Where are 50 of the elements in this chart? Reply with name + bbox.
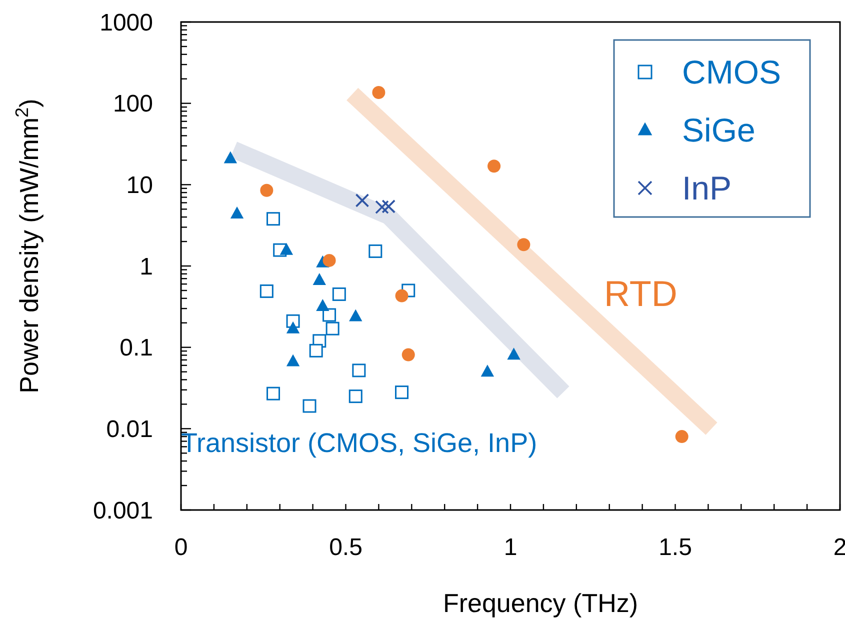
point	[316, 299, 330, 312]
legend-label: SiGe	[682, 112, 756, 149]
point	[372, 86, 386, 99]
point	[488, 160, 501, 173]
point	[280, 242, 294, 255]
point	[507, 348, 520, 360]
point	[375, 200, 389, 214]
annotation: Transistor (CMOS, SiGe, InP)	[181, 428, 538, 458]
x-tick-label: 0.5	[329, 534, 362, 561]
point	[266, 212, 280, 226]
point	[286, 354, 300, 366]
point	[322, 308, 336, 322]
y-tick-label: 10	[126, 172, 153, 200]
point	[230, 206, 244, 218]
point	[286, 321, 300, 334]
y-tick-label: 1000	[100, 9, 153, 36]
point	[224, 151, 238, 164]
y-tick-label: 1	[140, 253, 153, 280]
legend-label: InP	[682, 170, 732, 207]
point	[382, 200, 396, 214]
point	[266, 386, 280, 400]
point	[355, 194, 370, 208]
point	[309, 344, 323, 358]
point	[312, 272, 326, 285]
x-tick-label: 0	[174, 534, 188, 561]
y-tick-label: 0.1	[120, 334, 153, 362]
point	[332, 287, 346, 301]
point	[352, 364, 366, 378]
legend-label: CMOS	[682, 54, 781, 91]
text: RTD	[604, 273, 678, 314]
point	[260, 284, 274, 298]
x-tick-label: 1.5	[658, 534, 692, 561]
point	[480, 364, 494, 377]
point	[348, 390, 362, 404]
point	[322, 254, 336, 267]
point	[402, 348, 415, 362]
point	[302, 399, 316, 413]
point	[368, 244, 382, 258]
point	[349, 309, 362, 322]
y-tick-label: 0.01	[106, 416, 153, 444]
point	[260, 184, 274, 197]
point	[326, 322, 340, 336]
x-tick-label: 1	[504, 534, 518, 561]
point	[395, 386, 409, 400]
point	[675, 430, 688, 444]
y-tick-label: 100	[112, 90, 153, 118]
point	[517, 238, 530, 252]
y-tick-label: 0.001	[92, 497, 153, 524]
point	[395, 289, 408, 302]
x-axis-title: Frequency (THz)	[442, 588, 638, 618]
